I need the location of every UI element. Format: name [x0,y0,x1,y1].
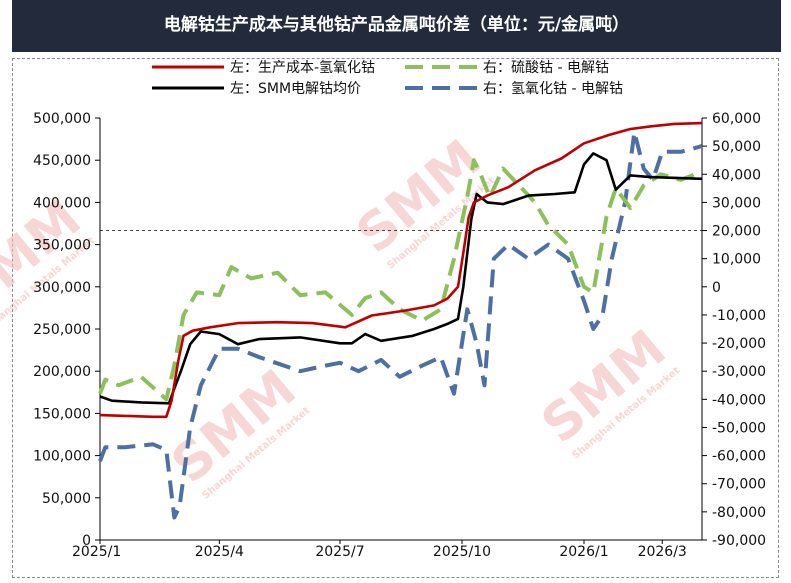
y-right-tick-label: -90,000 [712,533,766,549]
y-left-tick-label: 350,000 [33,238,91,254]
y-right-tick-label: -10,000 [712,308,766,324]
chart-title: 电解钴生产成本与其他钴产品金属吨价差（单位：元/金属吨） [163,15,630,35]
series-line-0 [99,121,703,419]
legend-label-2: 右：硫酸钴 - 电解钴 [483,60,609,76]
chart-frame [12,58,779,578]
y-right-tick-label: -20,000 [712,336,766,352]
y-right-tick-label: -60,000 [712,449,766,465]
y-right-tick-label: 60,000 [712,111,761,127]
y-right-tick-label: 40,000 [712,167,761,183]
legend-label-1: 左：SMM电解钴均价 [230,81,361,97]
y-left-tick-label: 150,000 [33,406,91,422]
legend-label-3: 右：氢氧化钴 - 电解钴 [483,81,623,97]
y-right-tick-label: -30,000 [712,364,766,380]
y-left-tick-label: 100,000 [33,449,91,465]
x-tick-label: 2025/1 [72,544,121,560]
y-left-tick-label: 300,000 [33,280,91,296]
x-tick-label: 2026/3 [638,544,687,560]
y-right-tick-label: -80,000 [712,505,766,521]
y-right-tick-label: -40,000 [712,392,766,408]
x-tick-label: 2025/7 [315,544,364,560]
y-left-tick-label: 500,000 [33,111,91,127]
y-left-tick-label: 50,000 [42,491,91,507]
y-right-tick-label: 30,000 [712,195,761,211]
y-right-tick-label: -70,000 [712,477,766,493]
series-line-1 [99,152,703,405]
y-left-tick-label: 450,000 [33,153,91,169]
x-tick-label: 2026/1 [559,544,608,560]
y-right-tick-label: 50,000 [712,139,761,155]
y-left-tick-label: 200,000 [33,364,91,380]
y-left-tick-label: 400,000 [33,195,91,211]
x-tick-label: 2025/4 [195,544,244,560]
y-right-tick-label: 10,000 [712,252,761,268]
series-line-3 [98,130,703,520]
legend-label-0: 左：生产成本-氢氧化钴 [230,60,375,76]
y-left-tick-label: 0 [82,533,91,549]
x-tick-label: 2025/10 [433,544,491,560]
y-right-tick-label: 20,000 [712,224,761,240]
y-left-tick-label: 250,000 [33,322,91,338]
y-right-tick-label: -50,000 [712,420,766,436]
chart-title-bar: 电解钴生产成本与其他钴产品金属吨价差（单位：元/金属吨） [12,0,781,52]
y-right-tick-label: 0 [712,280,721,296]
